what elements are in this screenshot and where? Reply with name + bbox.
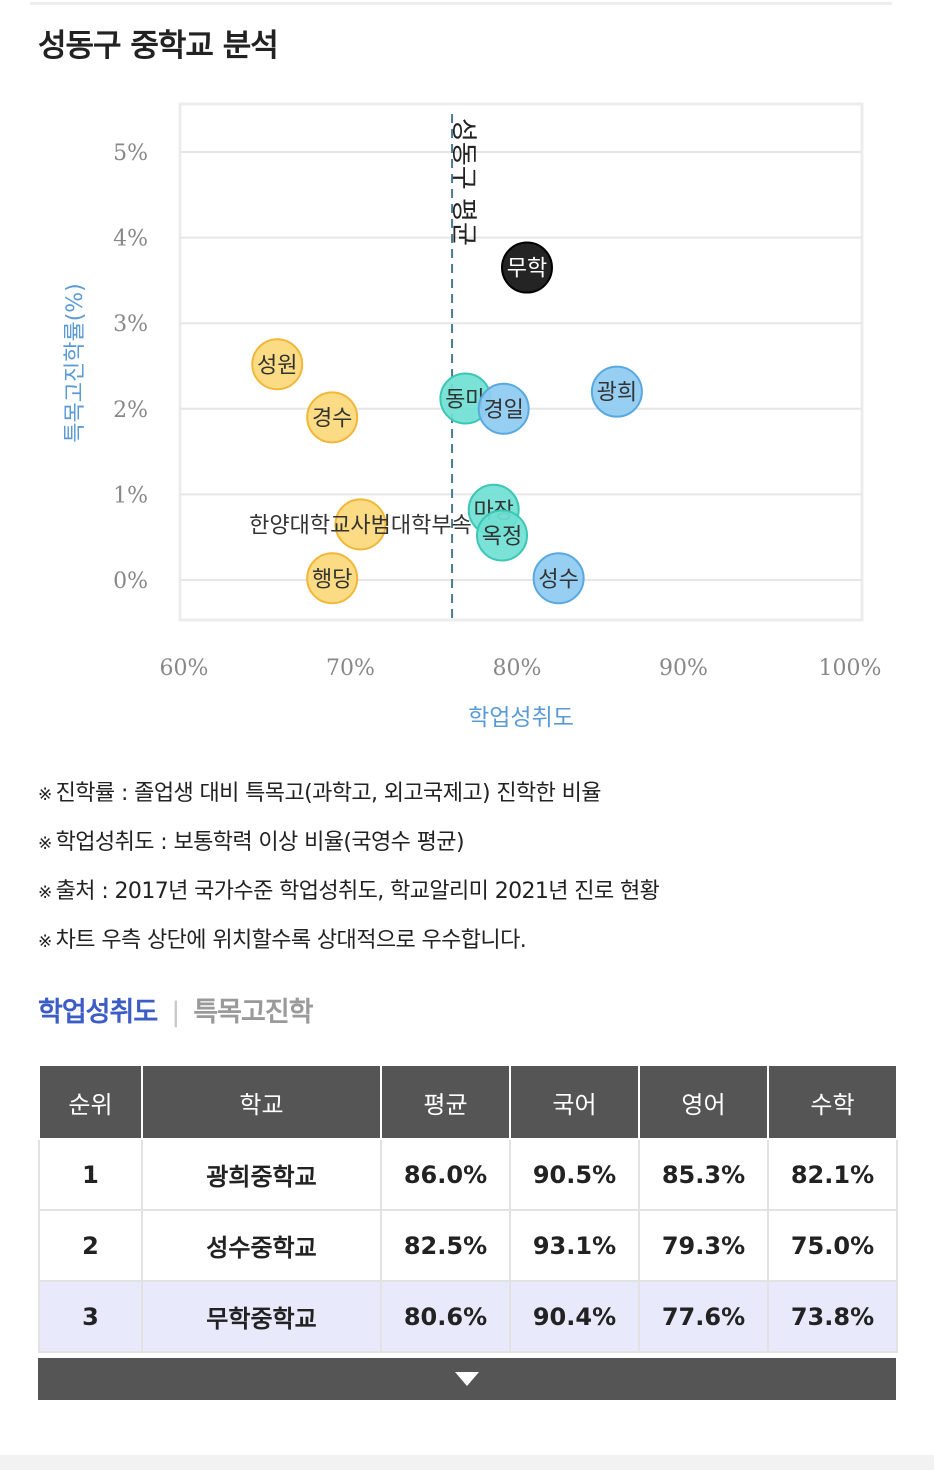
school-point bbox=[251, 338, 304, 391]
y-axis-title: 특목고진학률(%) bbox=[63, 283, 88, 443]
header-math[interactable]: 수학 bbox=[767, 1064, 898, 1140]
cell-school: 광희중학교 bbox=[141, 1138, 382, 1211]
note-item: ※ 진학률 : 졸업생 대비 특목고(과학고, 외고국제고) 진학한 비율 bbox=[38, 770, 659, 819]
note-text: 차트 우측 상단에 위치할수록 상대적으로 우수합니다. bbox=[55, 928, 527, 953]
y-tick-label: 2% bbox=[113, 398, 148, 423]
table-row-highlighted[interactable]: 3 무학중학교 80.6% 90.4% 77.6% 73.8% bbox=[38, 1280, 898, 1353]
points-layer: 무학성원경수광희동마경일마장옥정한양대학교사범대학부속행당성수 bbox=[249, 241, 643, 605]
school-point-label: 성원 bbox=[257, 353, 297, 378]
school-point bbox=[500, 241, 553, 294]
header-average[interactable]: 평균 bbox=[380, 1064, 511, 1140]
header-korean[interactable]: 국어 bbox=[509, 1064, 640, 1140]
school-point-label: 한양대학교사범대학부속 bbox=[249, 513, 472, 538]
grid-layer bbox=[178, 102, 864, 622]
cell-rank: 1 bbox=[38, 1138, 143, 1211]
cell-korean: 90.4% bbox=[509, 1280, 640, 1353]
note-item: ※ 학업성취도 : 보통학력 이상 비율(국영수 평균) bbox=[38, 819, 659, 868]
bottom-band bbox=[0, 1455, 934, 1470]
cell-average: 82.5% bbox=[380, 1209, 511, 1282]
reference-line-layer: 성동구 평균 bbox=[448, 114, 478, 622]
axis-layer: 0% 1% 2% 3% 4% 5% 60% 70% 80% 90% 100% 학업성취도 특목고진학률(… bbox=[63, 141, 881, 731]
table-row[interactable]: 2 성수중학교 82.5% 93.1% 79.3% 75.0% bbox=[38, 1209, 898, 1282]
y-tick-label: 1% bbox=[113, 483, 148, 508]
cell-korean: 90.5% bbox=[509, 1138, 640, 1211]
x-tick-label: 70% bbox=[326, 656, 375, 681]
y-tick-label: 5% bbox=[113, 141, 148, 166]
average-line-label: 성동구 평균 bbox=[448, 118, 478, 246]
cell-english: 85.3% bbox=[638, 1138, 769, 1211]
tab-separator: | bbox=[171, 997, 180, 1028]
cell-rank: 2 bbox=[38, 1209, 143, 1282]
note-mark: ※ bbox=[38, 883, 52, 903]
page-title: 성동구 중학교 분석 bbox=[38, 28, 279, 64]
tab-special-school[interactable]: 특목고진학 bbox=[193, 997, 313, 1028]
y-tick-label: 0% bbox=[113, 569, 148, 594]
school-point-label: 광희 bbox=[597, 381, 637, 406]
note-mark: ※ bbox=[38, 932, 52, 952]
cell-school: 성수중학교 bbox=[141, 1209, 382, 1282]
note-text: 출처 : 2017년 국가수준 학업성취도, 학교알리미 2021년 진로 현황 bbox=[55, 879, 660, 904]
school-point bbox=[590, 365, 643, 418]
school-point-label: 경수 bbox=[312, 406, 352, 431]
cell-math: 73.8% bbox=[767, 1280, 898, 1353]
school-point bbox=[477, 382, 530, 435]
header-english[interactable]: 영어 bbox=[638, 1064, 769, 1140]
table-header-row: 순위 학교 평균 국어 영어 수학 bbox=[38, 1064, 898, 1140]
plot-frame bbox=[178, 102, 864, 622]
top-divider bbox=[30, 2, 892, 5]
school-point-label: 옥정 bbox=[482, 524, 522, 549]
x-tick-label: 90% bbox=[659, 656, 708, 681]
school-point-label: 경일 bbox=[483, 398, 523, 423]
school-point bbox=[476, 509, 529, 562]
expand-table-button[interactable] bbox=[38, 1358, 896, 1400]
triangle-down-icon bbox=[455, 1372, 479, 1386]
tab-bar: 학업성취도 | 특목고진학 bbox=[38, 990, 314, 1029]
scatter-chart: 0% 1% 2% 3% 4% 5% 60% 70% 80% 90% 100% 학업성취도 특목고진학률(… bbox=[63, 102, 881, 731]
cell-math: 75.0% bbox=[767, 1209, 898, 1282]
school-point-label: 무학 bbox=[507, 257, 547, 282]
notes-list: ※ 진학률 : 졸업생 대비 특목고(과학고, 외고국제고) 진학한 비율 ※ 학업… bbox=[38, 770, 660, 966]
cell-average: 86.0% bbox=[380, 1138, 511, 1211]
note-text: 학업성취도 : 보통학력 이상 비율(국영수 평균) bbox=[55, 830, 465, 855]
school-point bbox=[306, 552, 359, 605]
cell-korean: 93.1% bbox=[509, 1209, 640, 1282]
note-text: 진학률 : 졸업생 대비 특목고(과학고, 외고국제고) 진학한 비율 bbox=[55, 781, 602, 806]
note-item: ※ 차트 우측 상단에 위치할수록 상대적으로 우수합니다. bbox=[38, 917, 659, 966]
header-school[interactable]: 학교 bbox=[141, 1064, 382, 1140]
ranking-table: 순위 학교 평균 국어 영어 수학 1 광희중학교 86.0% 90.5% 85… bbox=[38, 1064, 898, 1353]
cell-average: 80.6% bbox=[380, 1280, 511, 1353]
cell-rank: 3 bbox=[38, 1280, 143, 1353]
cell-math: 82.1% bbox=[767, 1138, 898, 1211]
y-tick-label: 4% bbox=[113, 227, 148, 252]
school-point-label: 성수 bbox=[538, 567, 578, 592]
school-point-label: 행당 bbox=[312, 567, 352, 592]
cell-english: 79.3% bbox=[638, 1209, 769, 1282]
y-tick-label: 3% bbox=[113, 312, 148, 337]
note-mark: ※ bbox=[38, 834, 52, 854]
x-tick-label: 100% bbox=[819, 656, 882, 681]
school-point bbox=[532, 552, 585, 605]
note-mark: ※ bbox=[38, 785, 52, 805]
x-axis-title: 학업성취도 bbox=[468, 705, 574, 731]
x-tick-label: 80% bbox=[493, 656, 542, 681]
x-tick-label: 60% bbox=[160, 656, 209, 681]
school-point bbox=[306, 391, 359, 444]
note-item: ※ 출처 : 2017년 국가수준 학업성취도, 학교알리미 2021년 진로 현… bbox=[38, 868, 660, 917]
cell-english: 77.6% bbox=[638, 1280, 769, 1353]
cell-school: 무학중학교 bbox=[141, 1280, 382, 1353]
school-point bbox=[334, 498, 387, 551]
table-row[interactable]: 1 광희중학교 86.0% 90.5% 85.3% 82.1% bbox=[38, 1138, 898, 1211]
tab-achievement[interactable]: 학업성취도 bbox=[38, 997, 158, 1028]
header-rank[interactable]: 순위 bbox=[38, 1064, 143, 1140]
